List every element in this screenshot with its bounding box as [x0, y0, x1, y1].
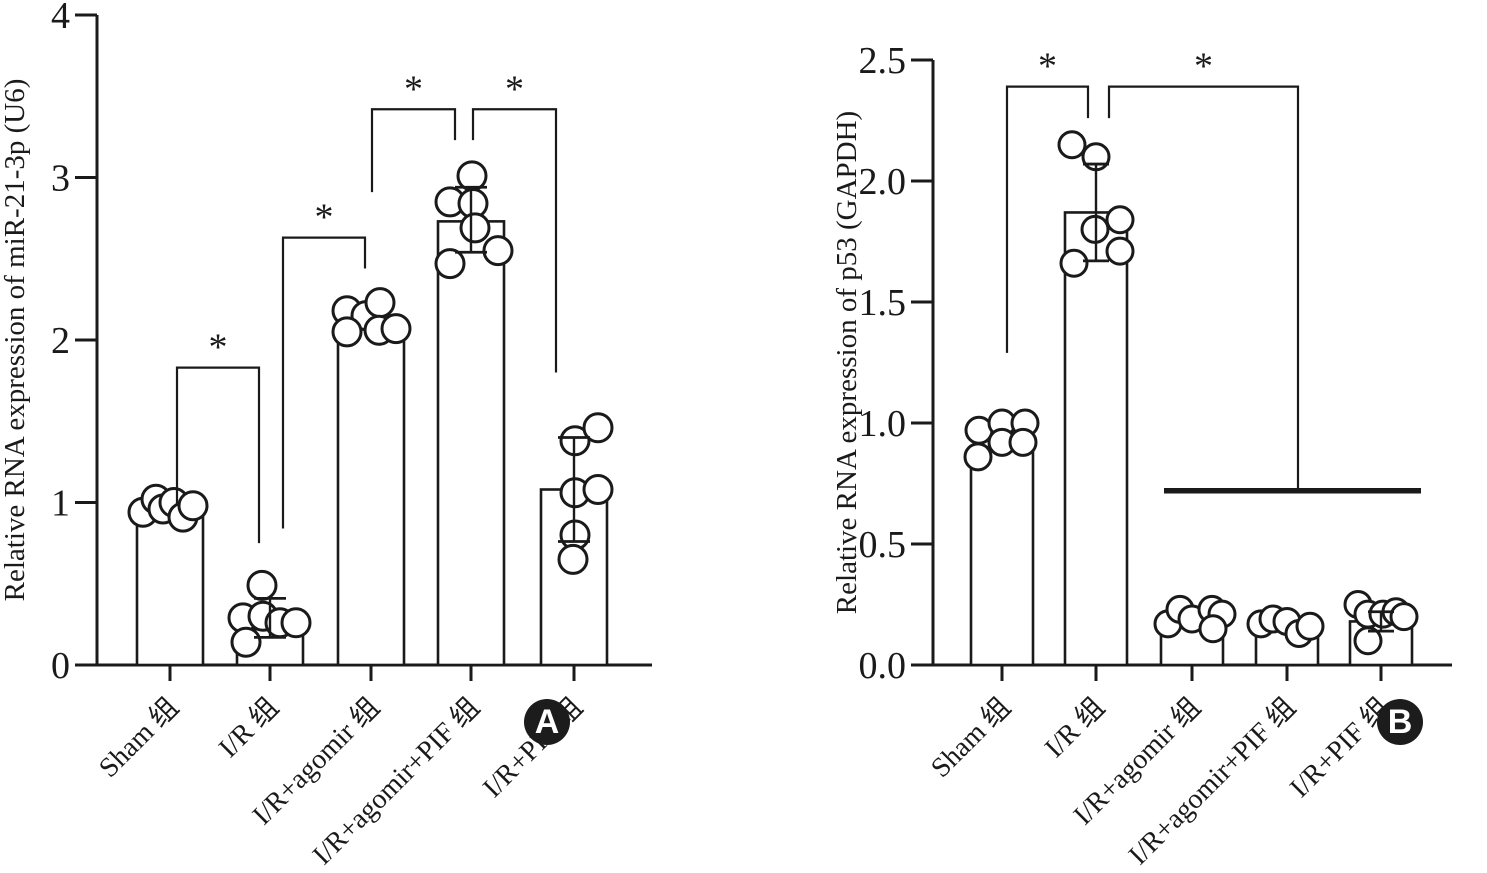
panel-a-y-tick-label: 4 — [51, 0, 70, 37]
panel-a-significance-bracket — [471, 108, 558, 373]
panel-a-data-point — [582, 474, 614, 505]
panel-b-data-point — [1059, 248, 1089, 278]
panel-a-data-point — [380, 313, 412, 345]
panel-b-badge-label: B — [1387, 703, 1413, 741]
panel-b-data-point — [1008, 427, 1038, 457]
panel-a-data-point — [246, 569, 278, 601]
panel-a-significance-star: * — [315, 197, 334, 239]
panel-a-x-tick-label: I/R+agomir+PIF 组 — [306, 691, 486, 871]
panel-a-y-axis-title: Relative RNA expression of miR-21-3p (U6… — [0, 79, 31, 602]
panel-b-y-tick-label: 0.5 — [859, 524, 907, 566]
panel-a-data-point — [557, 543, 589, 575]
panel-b-significance-bracket — [1107, 85, 1300, 491]
panel-b-bar — [969, 445, 1035, 667]
panel-b-data-point — [963, 442, 993, 472]
panel-a-bar — [336, 322, 406, 667]
panel-a-bar — [135, 506, 205, 667]
panel-a-data-point — [280, 607, 312, 639]
panel-a-data-point — [582, 412, 614, 444]
panel-b-significance-star: * — [1038, 46, 1057, 88]
panel-a-badge: A — [524, 699, 570, 745]
panel-b-significance-star: * — [1194, 46, 1213, 88]
panel-a-data-point — [456, 160, 488, 192]
panel-b-y-tick-label: 0.0 — [859, 645, 907, 687]
panel-b-bar — [1063, 211, 1129, 667]
panel-b-x-tick-label: I/R+agomir+PIF 组 — [1122, 691, 1302, 871]
panel-a-y-tick-label: 3 — [51, 158, 70, 200]
panel-a-y-tick-label: 1 — [51, 483, 70, 525]
panel-b-data-point — [1105, 205, 1135, 235]
panel-b-data-point — [1353, 626, 1383, 656]
panel-a-significance-star: * — [209, 327, 228, 369]
panel-a-data-point — [331, 316, 363, 348]
panel-a-significance-bracket — [281, 236, 367, 529]
panel-a-significance-bracket — [175, 366, 261, 544]
panel-b-x-tick-label: Sham 组 — [924, 691, 1016, 783]
panel-b-data-point — [1389, 602, 1419, 632]
panel-a-y-tick-label: 2 — [51, 320, 70, 362]
panel-b-y-tick-label: 1.5 — [859, 282, 907, 324]
panel-a-data-point — [459, 212, 491, 244]
panel-a-data-point — [364, 287, 396, 319]
panel-a-data-point — [434, 248, 466, 280]
panel-b-y-axis-title: Relative RNA expression of p53 (GAPDH) — [831, 111, 863, 614]
panel-a-data-point — [177, 490, 209, 522]
panel-a-x-tick-label: Sham 组 — [92, 691, 184, 783]
panel-b-x-tick-label: I/R+PIF 组 — [1283, 691, 1395, 803]
panel-a-data-point — [230, 626, 262, 658]
panel-b-y-tick-label: 1.0 — [859, 403, 907, 445]
panel-a-data-point — [482, 235, 514, 267]
panel-a-significance-star: * — [404, 68, 423, 110]
panel-b-significance-bracket — [1005, 85, 1090, 353]
panel-b-data-point — [1105, 236, 1135, 266]
panel-b-data-point — [1198, 614, 1228, 644]
panel-a-y-tick-label: 0 — [51, 645, 70, 687]
panel-b-data-point — [1295, 611, 1325, 641]
panel-a-significance-bracket — [370, 108, 457, 193]
panel-b-data-point — [1057, 130, 1087, 160]
panel-b-x-tick-label: I/R 组 — [1038, 691, 1111, 764]
panel-a-x-tick-label: I/R 组 — [212, 691, 285, 764]
panel-a-badge-label: A — [534, 703, 560, 741]
panel-b-y-tick-label: 2.5 — [859, 40, 907, 82]
panel-b-y-tick-label: 2.0 — [859, 161, 907, 203]
panel-a-bar — [436, 220, 506, 667]
panel-b-badge: B — [1377, 699, 1423, 745]
panel-a-significance-star: * — [505, 68, 524, 110]
